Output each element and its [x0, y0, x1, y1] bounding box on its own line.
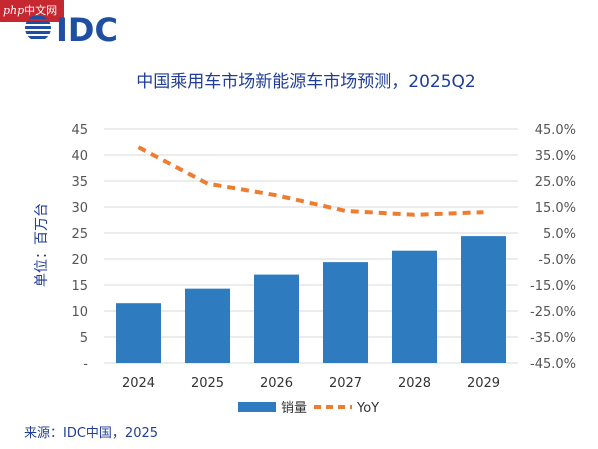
logo-text: IDC: [56, 12, 118, 44]
x-axis-ticks: 2024 2025 2026 2027 2028 2029: [122, 376, 500, 391]
y2-tick-label: -5.0%: [538, 253, 576, 268]
watermark-php-text: php: [3, 4, 25, 17]
bar-series: [116, 236, 506, 363]
y-tick-label: 35: [71, 175, 88, 190]
y2-tick-label: 45.0%: [535, 123, 576, 138]
bar-2025: [185, 288, 230, 363]
y-tick-label: 15: [71, 279, 88, 294]
chart-title: 中国乘用车市场新能源车市场预测，2025Q2: [136, 72, 475, 92]
y2-tick-label: 25.0%: [535, 175, 576, 190]
x-tick-label: 2027: [329, 376, 362, 391]
legend-line-label: YoY: [356, 401, 379, 416]
right-axis-ticks: -45.0% -35.0% -25.0% -15.0% -5.0% 5.0% 15.0% 25…: [530, 123, 576, 372]
x-tick-label: 2029: [467, 376, 500, 391]
y2-tick-label: 15.0%: [535, 201, 576, 216]
legend-bar-label: 销量: [281, 401, 307, 416]
y2-tick-label: 35.0%: [535, 149, 576, 164]
x-tick-label: 2025: [191, 376, 224, 391]
y2-tick-label: -35.0%: [530, 331, 576, 346]
legend-bar-swatch: [238, 402, 276, 412]
globe-icon: [25, 16, 51, 39]
watermark-badge: php中文网: [0, 0, 64, 22]
gridlines: [104, 128, 518, 364]
legend: 销量 YoY: [238, 401, 379, 416]
source-note: 来源：IDC中国，2025: [24, 426, 158, 441]
y2-tick-label: 5.0%: [543, 227, 576, 242]
bar-2027: [323, 262, 368, 363]
left-axis-ticks: - 5 10 15 20 25 30 35 40 45: [71, 123, 88, 372]
y-tick-label: 30: [71, 201, 88, 216]
bar-2024: [116, 303, 161, 363]
y2-tick-label: -15.0%: [530, 279, 576, 294]
yoy-line: [137, 145, 484, 217]
bar-2028: [392, 250, 437, 363]
y-tick-label: 40: [71, 149, 88, 164]
bar-2026: [254, 274, 299, 363]
x-tick-label: 2026: [260, 376, 293, 391]
y-tick-label: 20: [71, 253, 88, 268]
bar-2029: [461, 236, 506, 363]
y-tick-label: 5: [80, 331, 88, 346]
y-tick-label: 10: [71, 305, 88, 320]
y-axis-label: 单位：百万台: [34, 203, 50, 287]
watermark-site-text: 中文网: [24, 4, 58, 17]
x-tick-label: 2024: [122, 376, 155, 391]
yoy-series: [137, 145, 484, 217]
y-tick-label: 25: [71, 227, 88, 242]
x-tick-label: 2028: [398, 376, 431, 391]
idc-logo: IDC: [25, 12, 118, 44]
y2-tick-label: -45.0%: [530, 357, 576, 372]
y2-tick-label: -25.0%: [530, 305, 576, 320]
y-tick-label: 45: [71, 123, 88, 138]
y-tick-label: -: [83, 357, 88, 372]
